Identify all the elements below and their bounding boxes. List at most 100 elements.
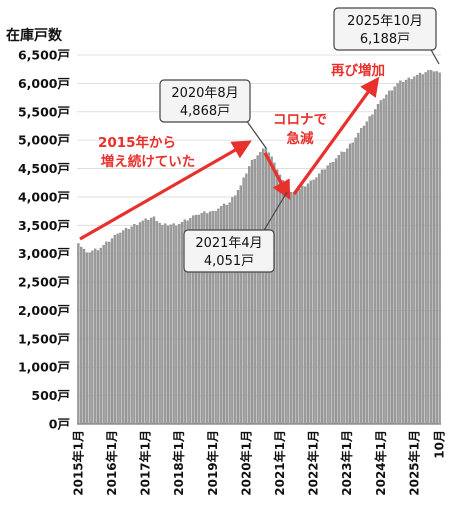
y-tick-label: 3,000戸 xyxy=(18,246,70,261)
bar xyxy=(368,116,371,425)
bar xyxy=(189,217,192,425)
bar xyxy=(192,215,195,425)
bar xyxy=(200,213,203,425)
y-tick-label: 3,500戸 xyxy=(18,218,70,233)
bar xyxy=(270,156,273,425)
y-axis-title: 在庫戸数 xyxy=(6,27,63,44)
bar xyxy=(371,114,374,425)
bar xyxy=(245,173,248,425)
bar xyxy=(197,214,200,425)
bar xyxy=(385,94,388,425)
trend-label-rise: 増え続けていた xyxy=(101,153,196,170)
callout-2021-04-box xyxy=(183,229,275,273)
x-tick-label: 2022年1月 xyxy=(306,430,321,496)
bar xyxy=(427,70,430,425)
bar xyxy=(127,229,130,425)
bar xyxy=(404,79,408,425)
bar xyxy=(315,177,318,425)
callout-2021-04-value: 4,051戸 xyxy=(204,254,254,269)
bar xyxy=(424,72,427,425)
y-tick-label: 1,500戸 xyxy=(18,331,70,346)
y-tick-label: 2,000戸 xyxy=(18,303,70,318)
trend-label-recovery: 再び増加 xyxy=(331,62,385,79)
bar xyxy=(175,225,178,425)
callout-2020-08-value: 4,868戸 xyxy=(180,104,230,119)
bar xyxy=(250,159,254,425)
bar xyxy=(228,202,231,425)
bar xyxy=(382,98,385,425)
bar xyxy=(376,104,380,425)
bar xyxy=(360,128,363,425)
bar xyxy=(334,158,338,425)
bar xyxy=(208,211,212,425)
x-tick-label: 2024年1月 xyxy=(373,430,388,496)
trend-arrow-rise xyxy=(79,140,252,241)
bar xyxy=(161,225,164,425)
bar xyxy=(301,185,304,425)
x-tick-label: 2016年1月 xyxy=(104,430,119,496)
bar xyxy=(130,226,133,425)
bar xyxy=(211,210,214,425)
bar xyxy=(329,162,332,425)
x-tick-label: 2023年1月 xyxy=(339,430,354,496)
bar xyxy=(435,71,438,425)
y-tick-label: 0戸 xyxy=(49,417,70,432)
bar xyxy=(77,243,80,425)
y-axis-ticks: 0戸 500戸 1,000戸 1,500戸 2,000戸 2,500戸 3,000戸 3,50… xyxy=(18,48,70,432)
x-tick-label: 2015年1月 xyxy=(70,430,85,496)
bar xyxy=(256,155,259,425)
x-tick-label: 10月 xyxy=(433,430,447,459)
bar xyxy=(239,185,242,425)
bar xyxy=(178,224,181,425)
bar xyxy=(320,169,324,425)
callout-2025-10-box xyxy=(333,7,437,51)
y-tick-label: 500戸 xyxy=(31,388,70,403)
x-tick-label: 2019年1月 xyxy=(205,430,220,496)
bar xyxy=(88,252,91,425)
bar xyxy=(242,177,245,425)
bar xyxy=(332,161,335,425)
bar xyxy=(133,224,136,425)
bar xyxy=(236,190,240,425)
x-axis-ticks: 2015年1月 2016年1月 2017年1月 2018年1月 2019年1月 2020年… xyxy=(70,430,446,496)
y-tick-label: 4,500戸 xyxy=(18,161,70,176)
bar xyxy=(172,223,175,425)
callout-2025-10-leader xyxy=(429,47,440,65)
callout-2020-08-box xyxy=(159,79,251,123)
trend-arrow-recovery xyxy=(292,76,380,195)
bar xyxy=(304,186,307,425)
bar xyxy=(183,219,186,425)
bar xyxy=(102,245,105,425)
bar xyxy=(418,72,422,425)
bar xyxy=(180,222,184,425)
bar xyxy=(164,223,167,425)
bar xyxy=(138,222,142,425)
bar xyxy=(295,191,298,425)
bar xyxy=(432,71,436,425)
callout-2021-04-leader xyxy=(262,191,288,233)
bar xyxy=(362,125,366,425)
bar xyxy=(122,230,125,425)
bar xyxy=(225,204,228,425)
y-tick-label: 6,500戸 xyxy=(18,48,70,63)
bar xyxy=(253,158,256,425)
bar xyxy=(186,220,189,425)
bar xyxy=(166,225,170,425)
trend-label-drop: 急減 xyxy=(287,130,314,147)
bar xyxy=(396,83,399,425)
bar xyxy=(287,193,290,425)
x-tick-label: 2020年1月 xyxy=(238,430,253,496)
x-tick-label: 2017年1月 xyxy=(138,430,153,496)
trend-arrow-drop xyxy=(263,152,291,200)
y-tick-label: 5,500戸 xyxy=(18,104,70,119)
bar xyxy=(158,222,161,425)
bar xyxy=(267,152,270,425)
bar xyxy=(144,218,147,425)
bar xyxy=(141,220,144,425)
bar xyxy=(416,74,419,425)
bar xyxy=(113,235,116,425)
bar xyxy=(374,109,377,425)
bar xyxy=(220,206,223,425)
bar xyxy=(169,224,172,425)
